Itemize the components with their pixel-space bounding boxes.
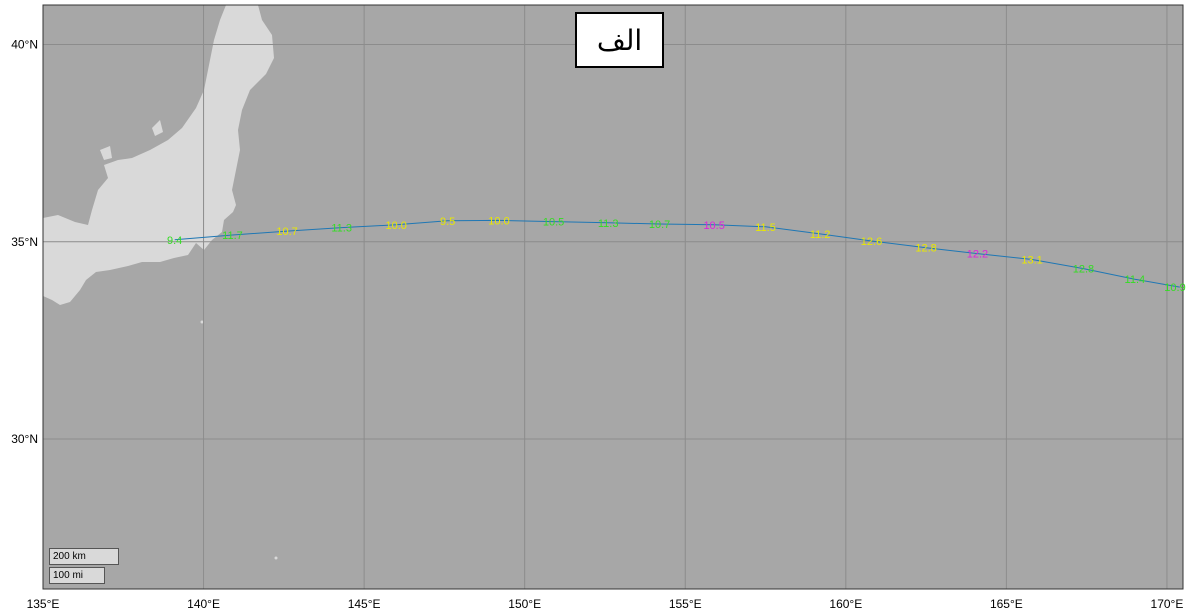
longitude-tick-label: 135°E: [27, 597, 60, 611]
map-frame: [42, 4, 1184, 590]
panel-label: الف: [575, 12, 664, 68]
longitude-tick-label: 140°E: [187, 597, 220, 611]
track-point-label: 12.2: [967, 249, 988, 261]
track-point-label: 12.8: [1073, 264, 1094, 276]
longitude-tick-labels: 135°E 140°E 145°E 150°E 155°E 160°E 165°E 170°E: [27, 597, 1184, 611]
longitude-tick-label: 170°E: [1151, 597, 1184, 611]
latitude-tick-labels: 40°N 35°N 30°N: [11, 37, 38, 446]
track-point-label: 10.7: [649, 219, 670, 231]
latitude-tick-label: 40°N: [11, 37, 38, 51]
latitude-tick-label: 35°N: [11, 235, 38, 249]
track-point-label: 10.0: [488, 215, 509, 227]
track-point-label: 10.9: [1164, 282, 1185, 294]
track-point-label: 12.6: [861, 236, 882, 248]
japan-landmass: [43, 5, 278, 560]
storm-track-line: [174, 219, 1180, 288]
scale-bar-mi: 100 mi: [49, 567, 105, 584]
track-point-label: 11.2: [810, 229, 831, 241]
track-point-label: 11.3: [598, 218, 619, 230]
track-point-label: 10.5: [703, 220, 724, 232]
track-point-label: 10.0: [386, 220, 407, 232]
track-point-label: 11.4: [1125, 274, 1146, 286]
scale-bar-km: 200 km: [49, 548, 119, 565]
longitude-tick-label: 160°E: [829, 597, 862, 611]
longitude-tick-label: 155°E: [669, 597, 702, 611]
track-point-label: 13.1: [1021, 255, 1042, 267]
track-point-label: 11.7: [222, 230, 243, 242]
track-point-label: 11.3: [331, 223, 352, 235]
longitude-tick-label: 165°E: [990, 597, 1023, 611]
track-point-label: 10.7: [276, 226, 297, 238]
track-point-label: 9.4: [167, 235, 182, 247]
track-point-label: 10.5: [543, 217, 564, 229]
track-point-label: 9.5: [440, 216, 455, 228]
track-point-label: 12.8: [915, 243, 936, 255]
longitude-tick-label: 145°E: [348, 597, 381, 611]
longitude-tick-label: 150°E: [508, 597, 541, 611]
track-point-labels: 9.4 11.7 10.7 11.3 10.0 9.5 10.0 10.5 11.3 10.7 10…: [167, 215, 1186, 294]
latitude-tick-label: 30°N: [11, 432, 38, 446]
track-point-label: 11.5: [755, 222, 776, 234]
